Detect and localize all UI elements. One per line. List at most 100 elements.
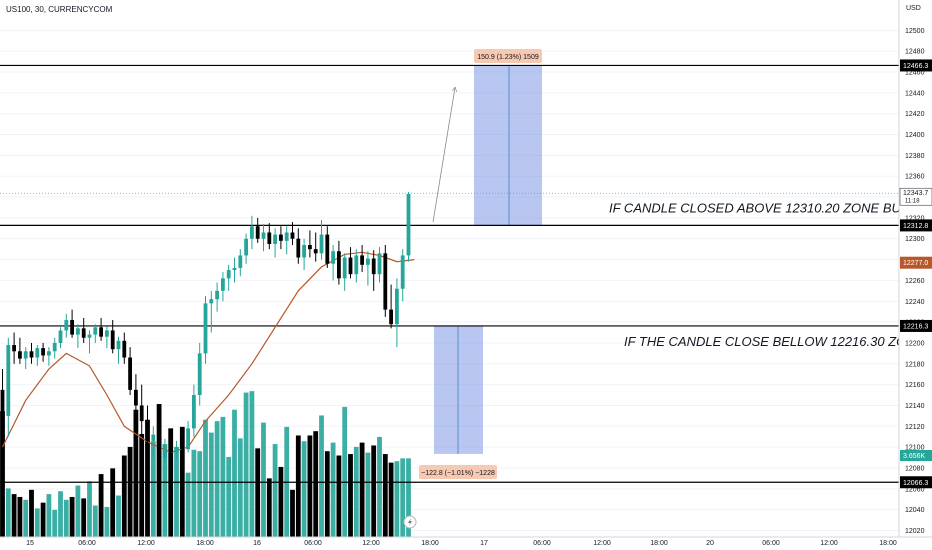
candle-body [110,330,115,350]
candle [221,272,225,302]
time-tick-label: 18:00 [196,540,214,547]
candle [348,247,353,279]
volume-bar [365,452,371,537]
volume-bar [11,494,17,537]
candle [331,244,335,281]
candle-body [70,320,74,335]
candle-body [58,330,63,343]
candle-body [35,348,40,358]
candle [273,228,277,258]
volume-bar [220,416,226,537]
candle-body [52,342,57,352]
candle-body [134,389,138,406]
volume-bar [313,431,319,537]
current-price-tag-bg [899,187,932,206]
volume-bar [139,434,145,537]
candle [116,336,121,364]
candle-body [331,251,335,264]
candle-body [128,357,132,390]
volume-bar [0,411,5,537]
candle [110,320,115,354]
price-tick-label: 12080 [905,465,925,472]
candle [226,264,231,291]
candle-body [12,345,16,352]
candle [139,384,144,437]
sell-zone-annotation[interactable]: IF THE CANDLE CLOSE BELLOW 12216.30 ZONE… [624,334,932,349]
candle [279,226,283,250]
candle [174,440,179,460]
price-tick-label: 12400 [905,132,925,139]
candle-body [186,428,190,450]
volume-bar [46,494,52,537]
candle-body [308,244,312,250]
candle-body [302,244,306,258]
candle [232,257,237,283]
price-tick-label: 12420 [905,111,925,118]
volume-bar [319,415,324,537]
candle [6,337,11,437]
candle [197,342,202,406]
candle [52,337,57,359]
projection-arrow[interactable] [432,88,455,223]
candle-body [64,320,69,331]
price-tick-label: 12380 [905,153,925,160]
long-position-zone[interactable] [474,65,542,226]
candle [319,219,324,260]
candle [122,332,127,364]
price-tick-label: 12180 [905,361,925,368]
time-tick-label: 16 [253,540,261,547]
candle [76,324,80,349]
candle [12,332,16,364]
volume-bar [272,444,278,537]
price-tick-label: 12120 [905,424,925,431]
volume-bar [81,498,87,537]
moving-average-line [1,251,415,454]
volume-bar [203,419,208,537]
candle [377,247,382,283]
candle [342,253,347,291]
candle-body [279,234,283,241]
volume-bar [382,454,388,537]
level-price-tag: 12066.3 [903,480,928,487]
candle [99,317,103,341]
candle-body [232,267,237,270]
candle [64,313,69,338]
horizontal-levels [0,64,899,483]
price-tick-label: 12020 [905,528,925,535]
candle-body [180,447,185,450]
price-tick-label: 12460 [905,70,925,77]
candle-body [47,351,51,356]
volume-bar [388,462,394,537]
candle [81,317,86,343]
candle-body [215,290,219,300]
volume-bar [261,422,266,537]
candle [203,296,208,364]
volume-bar [377,436,382,537]
candle-body [238,255,243,268]
candle [151,426,156,458]
symbol-header[interactable]: US100, 30, CURRENCYCOM [6,5,113,14]
volume-bar [127,446,133,537]
position-zones [434,65,542,454]
candle-body [325,234,330,264]
candle-body [163,445,167,458]
volume-bar [295,435,301,537]
candle-body [0,389,5,416]
buy-zone-annotation[interactable]: IF CANDLE CLOSED ABOVE 12310.20 ZONE BUY [609,201,911,216]
candles [0,191,411,468]
candle [354,249,359,283]
volume-bar [406,458,411,537]
candle-body [41,348,45,356]
short-position-zone[interactable] [434,325,483,454]
level-price-tag: 12312.8 [903,223,928,230]
volume-bar [371,445,377,537]
replay-icon[interactable] [403,515,417,529]
candle [47,347,51,366]
candle-body [174,447,179,453]
candle [58,327,63,349]
candle-body [255,226,260,239]
candle [215,282,219,312]
price-tick-label: 12040 [905,507,925,514]
volume-tag-bg [900,450,932,461]
